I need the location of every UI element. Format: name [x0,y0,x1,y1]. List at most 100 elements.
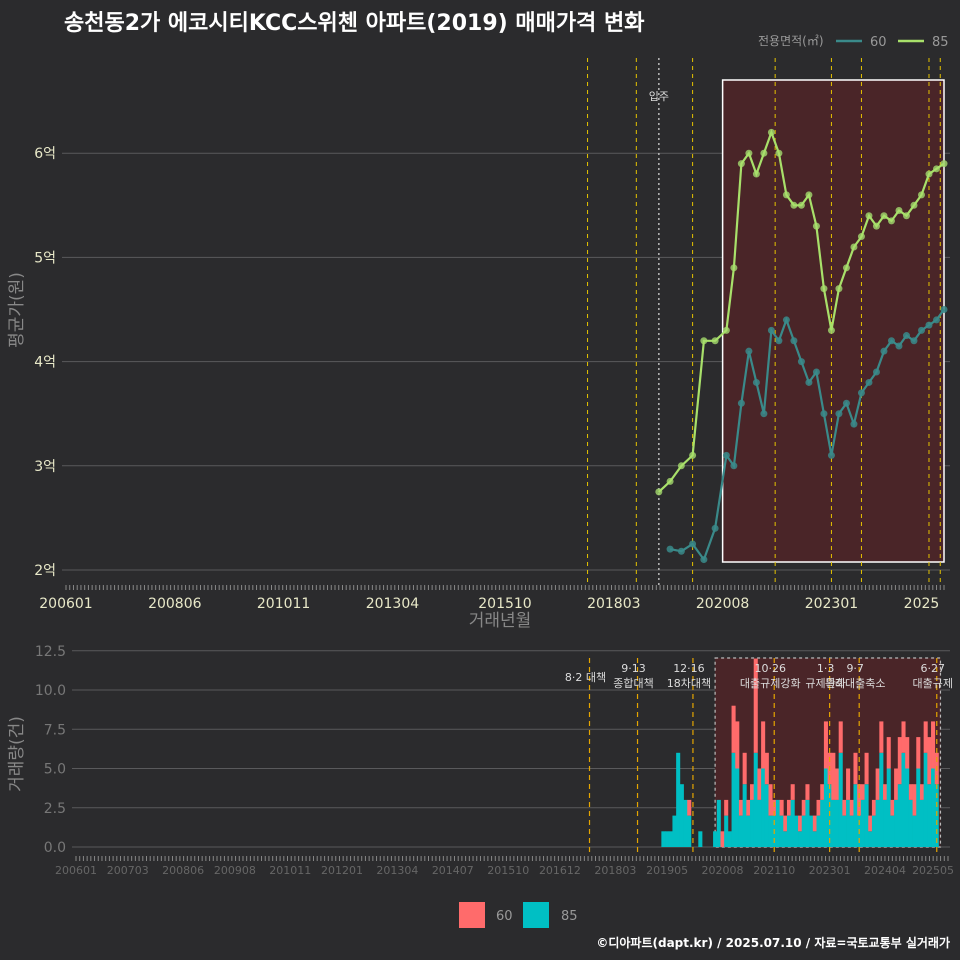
volume-y-tick-label: 10.0 [35,683,66,699]
volume-bar-85 [668,831,673,847]
volume-x-tick-label: 200703 [107,864,149,877]
volume-x-tick-label: 201304 [376,864,418,877]
volume-bar-85 [757,799,762,847]
volume-bar-60 [901,721,906,753]
volume-bar-60 [823,721,828,769]
volume-bar-85 [809,815,814,847]
volume-policy-label: 종합대책 [613,677,653,690]
volume-bar-85 [894,799,899,847]
volume-y-tick-label: 7.5 [44,722,66,738]
volume-policy-label: 6·27 [921,662,946,675]
volume-bar-60 [820,784,825,800]
volume-bar-60 [883,784,888,800]
volume-x-tick-label: 201510 [487,864,529,877]
volume-bar-85 [931,768,936,847]
volume-bar-60 [731,705,736,753]
move-in-label: 입주 [649,90,669,103]
volume-x-tick-label: 202110 [753,864,795,877]
price-x-tick-label: 201011 [257,596,310,612]
volume-bar-85 [853,784,858,847]
price-policy-lines: 입주 [587,58,941,585]
volume-x-tick-label: 201011 [269,864,311,877]
volume-bar-60 [894,768,899,800]
volume-bar-85 [912,815,917,847]
volume-bar-85 [798,831,803,847]
volume-bar-60 [786,799,792,816]
volume-bar-60 [834,768,840,800]
volume-legend: 60 85 [459,902,578,928]
volume-policy-label: 규제완화 [805,677,845,690]
volume-bar-60 [838,721,843,753]
volume-bar-60 [783,815,788,832]
volume-x-tick-label: 202404 [864,864,906,877]
volume-policy-label: 8·2 대책 [565,671,606,684]
volume-bar-85 [786,815,792,847]
volume-bar-60 [742,752,747,785]
price-point-60 [666,545,674,553]
volume-bar-60 [687,799,692,816]
volume-bar-60 [879,721,884,753]
volume-bar-60 [875,768,880,800]
volume-bar-85 [672,815,677,847]
volume-x-tick-label: 201803 [594,864,636,877]
volume-bar-60 [746,799,751,816]
volume-bar-85 [823,768,828,847]
price-series [655,128,948,564]
volume-bar-60 [927,737,932,785]
price-x-axis-title: 거래년월 [469,611,532,631]
volume-bar-85 [783,831,788,847]
volume-bar-85 [860,799,865,847]
volume-bar-85 [724,815,729,847]
volume-bar-85 [716,799,721,847]
volume-bar-85 [908,799,913,847]
price-line-85 [658,129,945,493]
volume-policy-label: 10·26 [754,662,786,675]
volume-bar-85 [905,768,910,847]
volume-bar-60 [853,752,858,785]
volume-bar-60 [868,815,873,832]
legend-label-60: 60 [870,35,887,50]
volume-annotations: 8·2 대책 9·13 종합대책 12·16 18차대책 10·26 대출규제강화 1·3 규제… [565,662,953,690]
volume-y-tick-label: 12.5 [35,644,66,660]
volume-x-tick-label: 201612 [539,864,581,877]
price-x-tick-label: 200601 [39,596,92,612]
volume-bar-60 [798,815,803,832]
volume-bar-85 [735,768,740,847]
volume-bar-85 [746,815,751,847]
volume-bar-60 [750,784,755,800]
volume-bar-60 [761,721,766,769]
volume-bar-60 [846,768,851,800]
volume-bar-60 [923,721,928,753]
legend-bottom-label-60: 60 [496,909,513,924]
volume-bar-60 [720,831,725,847]
volume-bar-85 [742,784,747,847]
source-footer: ©디아파트(dapt.kr) / 2025.07.10 / 자료=국토교통부 실… [596,935,950,950]
volume-policy-label: 9·13 [621,662,646,675]
volume-policy-label: 1·3 [817,662,835,675]
volume-bar-60 [772,799,777,816]
price-x-tick-label: 202008 [696,596,749,612]
volume-bar-85 [871,815,876,847]
volume-policy-label: 12·16 [673,662,705,675]
volume-bar-85 [738,815,744,847]
volume-bar-85 [794,815,799,847]
volume-bar-85 [764,784,769,847]
volume-bar-60 [860,784,865,800]
volume-bar-85 [879,752,884,847]
volume-bar-85 [805,799,810,847]
volume-bar-85 [775,799,780,847]
volume-x-tick-label: 201201 [321,864,363,877]
volume-bars [661,658,939,847]
volume-bar-85 [731,752,736,847]
price-legend: 전용면적(㎡) 60 85 [758,34,949,50]
volume-bar-60 [757,768,762,800]
volume-bar-85 [831,799,836,847]
volume-bar-60 [753,658,758,753]
legend-swatch-85 [523,902,549,928]
volume-bar-85 [883,799,888,847]
volume-x-tick-label: 202008 [702,864,744,877]
volume-bar-85 [916,768,921,847]
volume-bar-60 [931,721,936,769]
volume-bar-85 [886,768,891,847]
